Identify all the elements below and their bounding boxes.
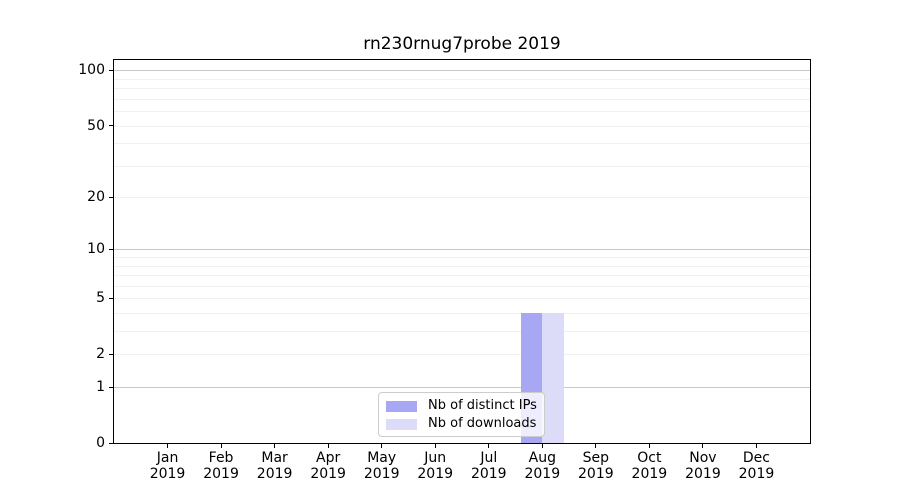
x-tick-year: 2019 <box>203 466 239 482</box>
x-tick-year: 2019 <box>738 466 775 482</box>
x-axis-tick <box>327 444 329 448</box>
x-tick-label: May 2019 <box>347 450 417 482</box>
legend: Nb of distinct IPs Nb of downloads <box>378 392 545 437</box>
x-tick-month: Jan <box>156 450 179 466</box>
y-axis-tick <box>109 196 113 198</box>
grid-line-minor <box>114 354 810 356</box>
x-axis-tick <box>274 444 276 448</box>
legend-label: Nb of distinct IPs <box>428 398 537 413</box>
x-tick-label: Jul 2019 <box>454 450 524 482</box>
x-tick-year: 2019 <box>631 466 668 482</box>
y-tick-label: 20 <box>87 189 105 206</box>
x-tick-month: Nov <box>689 450 717 466</box>
x-axis-tick <box>488 444 490 448</box>
grid-line-major <box>114 387 810 389</box>
x-tick-label: Apr 2019 <box>293 450 363 482</box>
x-tick-label: Aug 2019 <box>507 450 577 482</box>
x-tick-month: May <box>367 450 397 466</box>
x-tick-month: Oct <box>637 450 662 466</box>
y-axis-tick <box>109 442 113 444</box>
x-tick-label: Oct 2019 <box>614 450 684 482</box>
grid-line-minor <box>114 78 810 80</box>
x-tick-month: Apr <box>316 450 341 466</box>
bar-aug-downloads <box>542 313 564 443</box>
y-tick-label: 50 <box>87 117 105 134</box>
y-tick-label: 2 <box>96 346 105 363</box>
x-tick-year: 2019 <box>470 466 507 482</box>
y-axis-tick <box>109 125 113 127</box>
legend-swatch <box>386 400 417 412</box>
x-tick-label: Jun 2019 <box>400 450 470 482</box>
grid-line-minor <box>114 98 810 100</box>
y-tick-label: 0 <box>96 435 105 451</box>
x-tick-month: Mar <box>261 450 288 466</box>
grid-line-minor <box>114 331 810 333</box>
x-axis-tick <box>220 444 222 448</box>
x-tick-year: 2019 <box>310 466 346 482</box>
y-axis-tick <box>109 386 113 388</box>
x-tick-year: 2019 <box>256 466 293 482</box>
y-tick-label: 5 <box>96 290 105 307</box>
x-axis-tick <box>541 444 543 448</box>
x-tick-month: Dec <box>742 450 770 466</box>
x-axis-tick <box>381 444 383 448</box>
x-tick-month: Feb <box>208 450 234 466</box>
plot-area <box>113 59 811 444</box>
y-tick-label: 100 <box>78 62 105 79</box>
x-tick-month: Sep <box>582 450 610 466</box>
x-tick-year: 2019 <box>578 466 614 482</box>
grid-line-minor <box>114 298 810 300</box>
grid-line-minor <box>114 165 810 167</box>
y-axis-tick <box>109 353 113 355</box>
x-axis-tick <box>755 444 757 448</box>
legend-label: Nb of downloads <box>428 416 537 431</box>
x-axis-tick <box>648 444 650 448</box>
chart-title: rn230rnug7probe 2019 <box>363 34 561 54</box>
legend-item-downloads: Nb of downloads <box>386 416 536 432</box>
x-tick-year: 2019 <box>524 466 561 482</box>
legend-item-distinct-ips: Nb of distinct IPs <box>386 398 537 414</box>
legend-swatch <box>386 418 417 430</box>
x-tick-month: Jun <box>424 450 447 466</box>
x-axis-tick <box>595 444 597 448</box>
x-tick-label: Dec 2019 <box>721 450 791 482</box>
grid-line-minor <box>114 275 810 277</box>
grid-line-minor <box>114 111 810 113</box>
x-tick-label: Mar 2019 <box>240 450 310 482</box>
x-tick-month: Jul <box>480 450 498 466</box>
x-axis-tick <box>702 444 704 448</box>
x-tick-year: 2019 <box>685 466 721 482</box>
x-tick-label: Feb 2019 <box>186 450 256 482</box>
x-axis-tick <box>167 444 169 448</box>
grid-line-minor <box>114 257 810 259</box>
y-tick-label: 1 <box>96 379 105 396</box>
grid-line-minor <box>114 285 810 287</box>
grid-line-major <box>114 249 810 251</box>
x-tick-label: Sep 2019 <box>561 450 631 482</box>
y-axis-tick <box>109 248 113 250</box>
y-tick-label: 10 <box>87 241 105 258</box>
grid-line-minor <box>114 265 810 267</box>
y-axis-tick <box>109 297 113 299</box>
x-tick-month: Aug <box>528 450 556 466</box>
y-axis-tick <box>109 69 113 71</box>
x-tick-year: 2019 <box>149 466 186 482</box>
grid-line-minor <box>114 313 810 315</box>
x-tick-label: Jan 2019 <box>133 450 203 482</box>
grid-line-minor <box>114 88 810 90</box>
x-tick-year: 2019 <box>363 466 400 482</box>
grid-line-major <box>114 70 810 72</box>
x-axis-tick <box>434 444 436 448</box>
x-tick-label: Nov 2019 <box>668 450 738 482</box>
grid-line-minor <box>114 125 810 127</box>
grid-line-minor <box>114 197 810 199</box>
grid-line-minor <box>114 143 810 145</box>
x-tick-year: 2019 <box>417 466 454 482</box>
